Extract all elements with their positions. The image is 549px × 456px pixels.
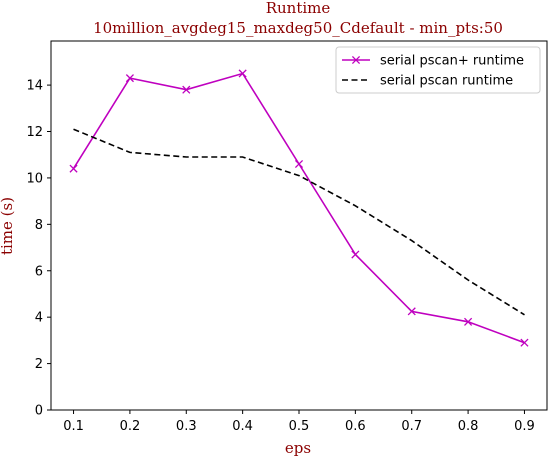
series-line-0 [72,72,525,344]
y-axis-label: time (s) [0,197,16,255]
series-line-1 [73,128,525,316]
x-tick-label: 0.2 [120,419,141,434]
chart-subtitle: 10million_avgdeg15_maxdeg50_Cdefault - m… [93,19,503,37]
x-tick-label: 0.7 [401,419,422,434]
data-point-stroke [464,317,473,326]
data-point-stroke [520,338,529,347]
y-tick-label: 12 [26,125,43,140]
y-tick-label: 0 [35,404,43,419]
chart-title: Runtime [266,0,331,17]
data-point [69,164,78,173]
plot-area [50,40,548,411]
plot-frame [50,40,548,411]
y-tick-label: 10 [26,171,43,186]
y-tick-label: 8 [35,218,43,233]
y-tick-label: 6 [35,264,43,279]
series-layer [69,69,529,347]
legend-box [335,46,541,94]
data-point-stroke [238,69,247,78]
legend-marker [351,55,361,65]
data-point-stroke [294,159,304,169]
data-point [182,85,191,94]
x-tick-label: 0.1 [63,419,84,434]
x-tick-label: 0.4 [232,419,253,434]
legend-label-0: serial pscan+ runtime [380,54,524,69]
data-point [238,69,247,78]
x-axis-ticks: 0.1 0.2 0.3 0.4 0.5 0.6 0.7 0.8 0.9 [63,410,535,434]
y-axis-ticks: 0 2 4 6 8 10 12 14 [26,79,51,419]
data-point [407,307,416,316]
y-tick-label: 2 [35,357,43,372]
data-point-stroke [351,250,360,259]
x-tick-label: 0.8 [458,419,479,434]
data-point-stroke [182,85,191,94]
x-tick-label: 0.3 [176,419,197,434]
x-tick-label: 0.6 [345,419,366,434]
legend: serial pscan+ runtime serial pscan runtim… [335,46,541,94]
y-tick-label: 14 [26,79,43,94]
legend-label-1: serial pscan runtime [380,74,513,89]
x-tick-label: 0.5 [289,419,310,434]
data-point [351,250,360,259]
data-point [125,74,134,83]
data-point [294,159,304,169]
data-point [464,317,473,326]
x-axis-label: eps [285,439,311,456]
x-tick-label: 0.9 [514,419,535,434]
data-point-stroke [125,74,134,83]
data-point-stroke [407,307,416,316]
data-point [520,338,529,347]
data-point-stroke [69,164,78,173]
y-tick-label: 4 [35,311,43,326]
